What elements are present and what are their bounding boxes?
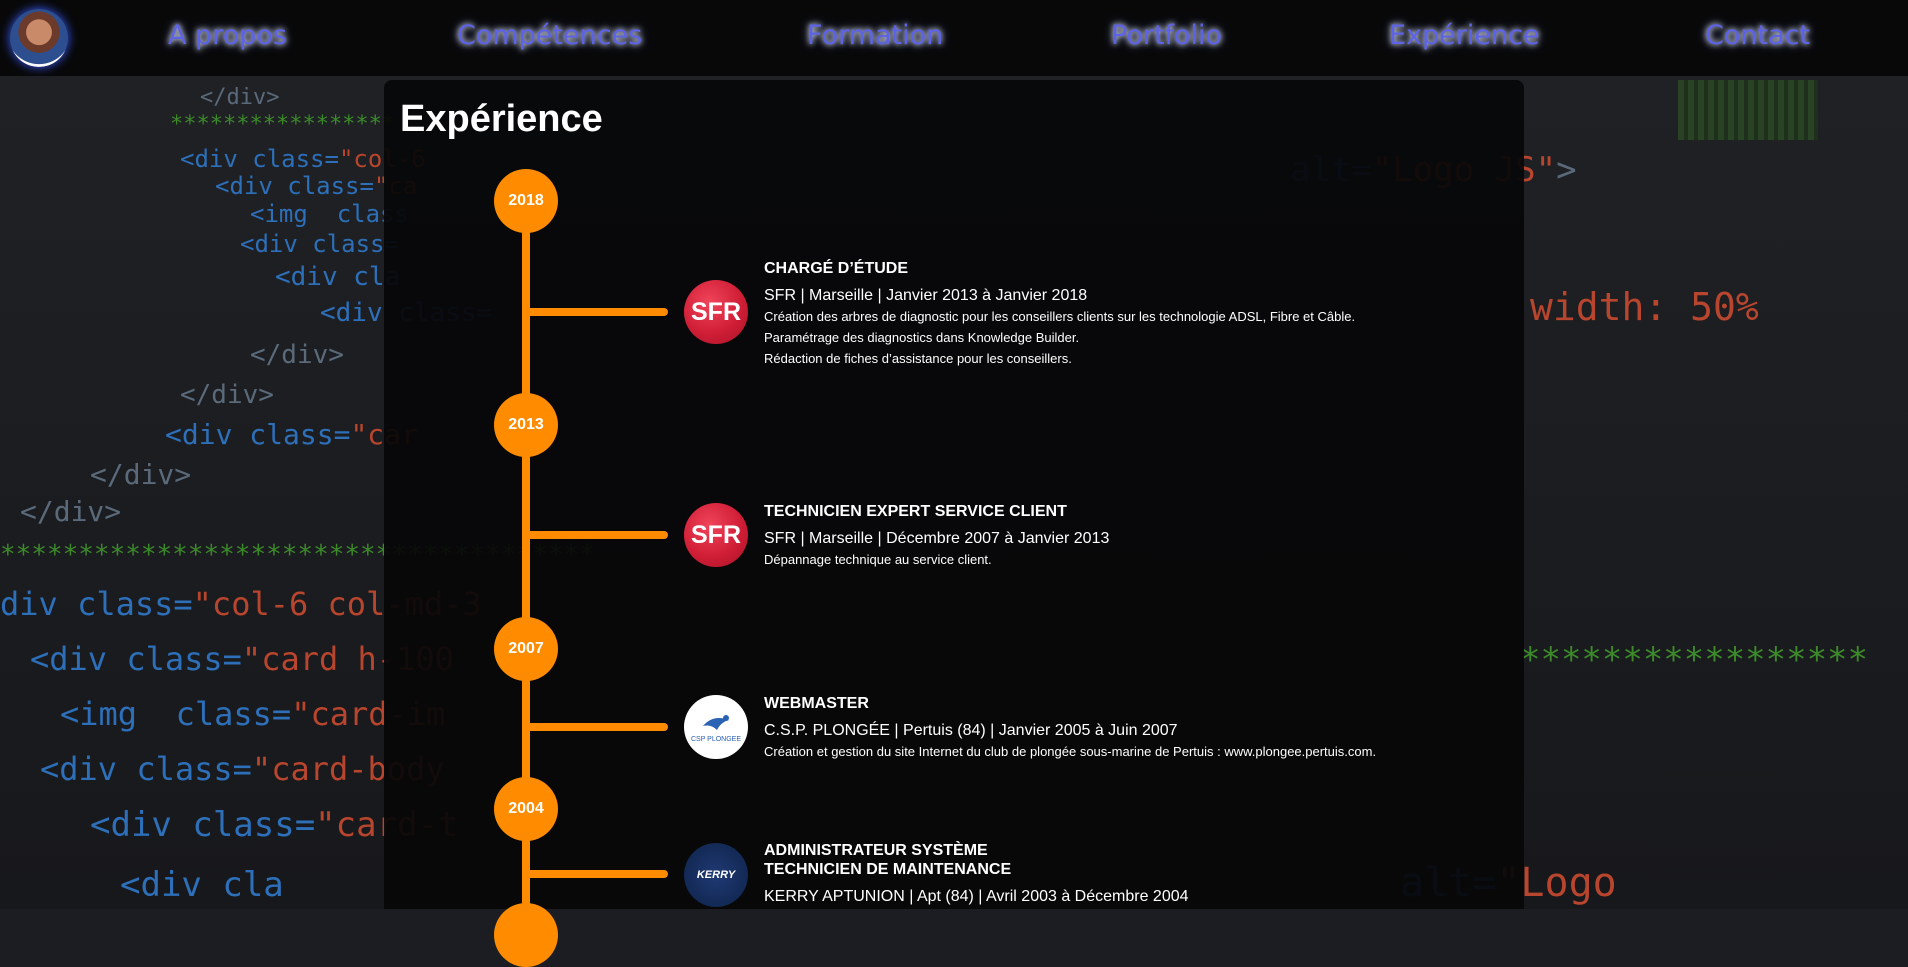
job-entry: ADMINISTRATEUR SYSTÈME TECHNICIEN DE MAI…: [764, 841, 1189, 907]
job-title: CHARGÉ D’ÉTUDE: [764, 260, 909, 277]
nav-link-formation[interactable]: Formation: [807, 20, 944, 51]
year-badge-partial: [494, 903, 558, 967]
year-badge: 2018: [494, 169, 558, 233]
job-company: C.S.P. PLONGÉE | Pertuis (84) | Janvier …: [764, 722, 1178, 739]
experience-panel: [384, 80, 1524, 909]
timeline-branch: [528, 723, 668, 731]
timeline-branch: [528, 531, 668, 539]
nav-link-competences[interactable]: Compétences: [457, 20, 643, 51]
section-title: Expérience: [400, 98, 603, 140]
timeline-line: [522, 200, 530, 920]
nav-link-a-propos[interactable]: A propos: [168, 20, 287, 51]
kerry-logo: KERRY: [684, 843, 748, 907]
csp-plongee-logo: CSP PLONGEE: [684, 695, 748, 759]
job-company: SFR | Marseille | Décembre 2007 à Janvie…: [764, 530, 1110, 547]
job-company: KERRY APTUNION | Apt (84) | Avril 2003 à…: [764, 888, 1189, 905]
nav-link-experience[interactable]: Expérience: [1389, 20, 1540, 51]
year-badge: 2007: [494, 617, 558, 681]
timeline-branch: [528, 870, 668, 878]
job-description: Dépannage technique au service client.: [764, 552, 992, 567]
job-description: Paramétrage des diagnostics dans Knowled…: [764, 330, 1080, 345]
job-entry: WEBMASTER C.S.P. PLONGÉE | Pertuis (84) …: [764, 694, 1376, 762]
job-entry: TECHNICIEN EXPERT SERVICE CLIENT SFR | M…: [764, 502, 1109, 570]
job-company: SFR | Marseille | Janvier 2013 à Janvier…: [764, 287, 1088, 304]
top-navbar: A propos Compétences Formation Portfolio…: [0, 0, 1908, 76]
timeline-branch: [528, 308, 668, 316]
decorative-green-bar: [1678, 80, 1818, 140]
job-title: WEBMASTER: [764, 695, 869, 712]
job-description: Création et gestion du site Internet du …: [764, 744, 1377, 759]
nav-link-portfolio[interactable]: Portfolio: [1111, 20, 1223, 51]
csp-logo-text: CSP PLONGEE: [690, 735, 742, 743]
sfr-logo: SFR: [684, 280, 748, 344]
year-badge: 2013: [494, 393, 558, 457]
job-description: Création des arbres de diagnostic pour l…: [764, 309, 1356, 324]
year-badge: 2004: [494, 777, 558, 841]
profile-avatar[interactable]: [10, 9, 68, 67]
job-entry: CHARGÉ D’ÉTUDE SFR | Marseille | Janvier…: [764, 259, 1355, 369]
diver-icon: [703, 714, 729, 730]
job-title: ADMINISTRATEUR SYSTÈME: [764, 842, 988, 859]
nav-link-contact[interactable]: Contact: [1705, 20, 1811, 51]
job-title-secondary: TECHNICIEN DE MAINTENANCE: [764, 861, 1012, 878]
job-description: Rédaction de fiches d’assistance pour le…: [764, 351, 1072, 366]
sfr-logo: SFR: [684, 503, 748, 567]
job-title: TECHNICIEN EXPERT SERVICE CLIENT: [764, 503, 1067, 520]
